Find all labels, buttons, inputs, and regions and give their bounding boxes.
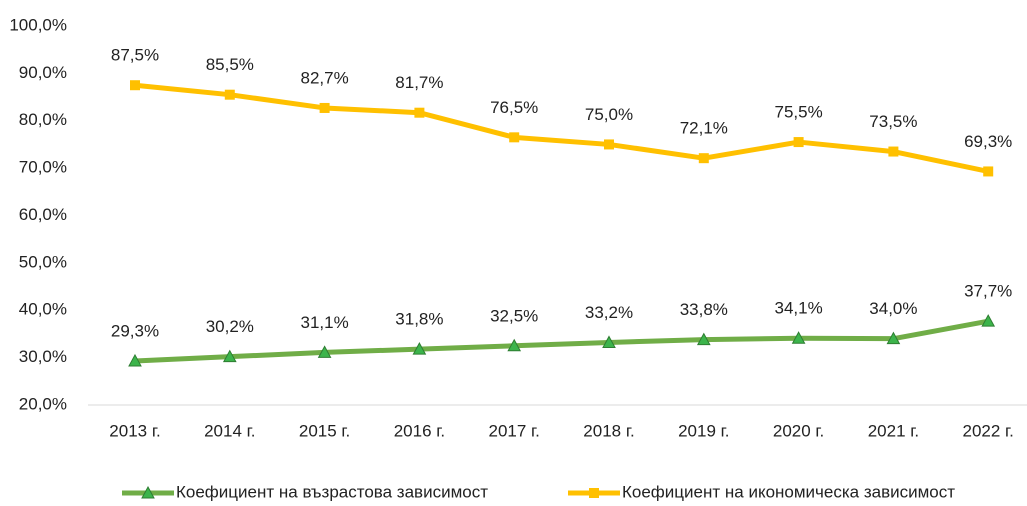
point xyxy=(698,153,709,164)
data-label: 29,3% xyxy=(111,321,159,340)
point xyxy=(224,89,235,100)
x-tick-label: 2022 г. xyxy=(963,421,1014,440)
data-label: 33,2% xyxy=(585,303,633,322)
data-label: 34,1% xyxy=(774,299,822,318)
point xyxy=(791,331,806,344)
x-tick-label: 2016 г. xyxy=(394,421,445,440)
y-tick-label: 50,0% xyxy=(19,252,67,271)
y-tick-label: 90,0% xyxy=(19,63,67,82)
point xyxy=(888,146,899,157)
y-tick-label: 100,0% xyxy=(9,15,67,34)
point xyxy=(317,345,332,358)
point xyxy=(509,132,520,143)
data-label: 72,1% xyxy=(680,119,728,138)
point xyxy=(319,102,330,113)
x-tick-label: 2014 г. xyxy=(204,421,255,440)
point xyxy=(604,139,614,150)
y-tick-label: 70,0% xyxy=(19,158,67,177)
legend-label: Коефициент на възрастова зависимост xyxy=(176,482,488,501)
legend-label: Коефициент на икономическа зависимост xyxy=(622,482,955,501)
x-tick-label: 2021 г. xyxy=(868,421,919,440)
point xyxy=(412,342,427,355)
series-line xyxy=(134,318,989,364)
data-label: 73,5% xyxy=(869,112,917,131)
y-tick-label: 40,0% xyxy=(19,300,67,319)
data-label: 31,1% xyxy=(300,313,348,332)
point xyxy=(507,338,522,352)
y-tick-label: 60,0% xyxy=(19,205,67,224)
point xyxy=(886,331,901,345)
data-label: 33,8% xyxy=(680,300,728,319)
data-label: 69,3% xyxy=(964,132,1012,151)
data-label: 76,5% xyxy=(490,98,538,117)
data-label: 34,0% xyxy=(869,299,917,318)
point xyxy=(414,107,425,118)
data-label: 81,7% xyxy=(395,73,443,92)
data-label: 75,5% xyxy=(774,103,822,122)
point xyxy=(222,349,237,363)
legend-marker xyxy=(589,488,599,498)
data-label: 30,2% xyxy=(206,317,254,336)
point xyxy=(602,335,616,348)
x-tick-label: 2018 г. xyxy=(583,421,634,440)
data-label: 75,0% xyxy=(585,105,633,124)
point xyxy=(130,80,140,91)
point xyxy=(981,314,996,327)
point xyxy=(983,166,994,177)
legend-marker xyxy=(141,485,155,499)
data-label: 82,7% xyxy=(300,68,348,87)
y-tick-label: 20,0% xyxy=(19,394,67,413)
x-tick-label: 2013 г. xyxy=(109,421,160,440)
data-label: 87,5% xyxy=(111,46,159,65)
point xyxy=(696,332,711,346)
y-tick-label: 80,0% xyxy=(19,110,67,129)
data-label: 85,5% xyxy=(206,55,254,74)
y-tick-label: 30,0% xyxy=(19,347,67,366)
x-tick-label: 2019 г. xyxy=(678,421,729,440)
data-label: 31,8% xyxy=(395,310,443,329)
series-line xyxy=(134,82,989,174)
point xyxy=(793,137,804,148)
x-tick-label: 2015 г. xyxy=(299,421,350,440)
x-tick-label: 2017 г. xyxy=(489,421,540,440)
data-label: 37,7% xyxy=(964,282,1012,301)
x-tick-label: 2020 г. xyxy=(773,421,824,440)
data-label: 32,5% xyxy=(490,306,538,325)
point xyxy=(128,353,142,367)
